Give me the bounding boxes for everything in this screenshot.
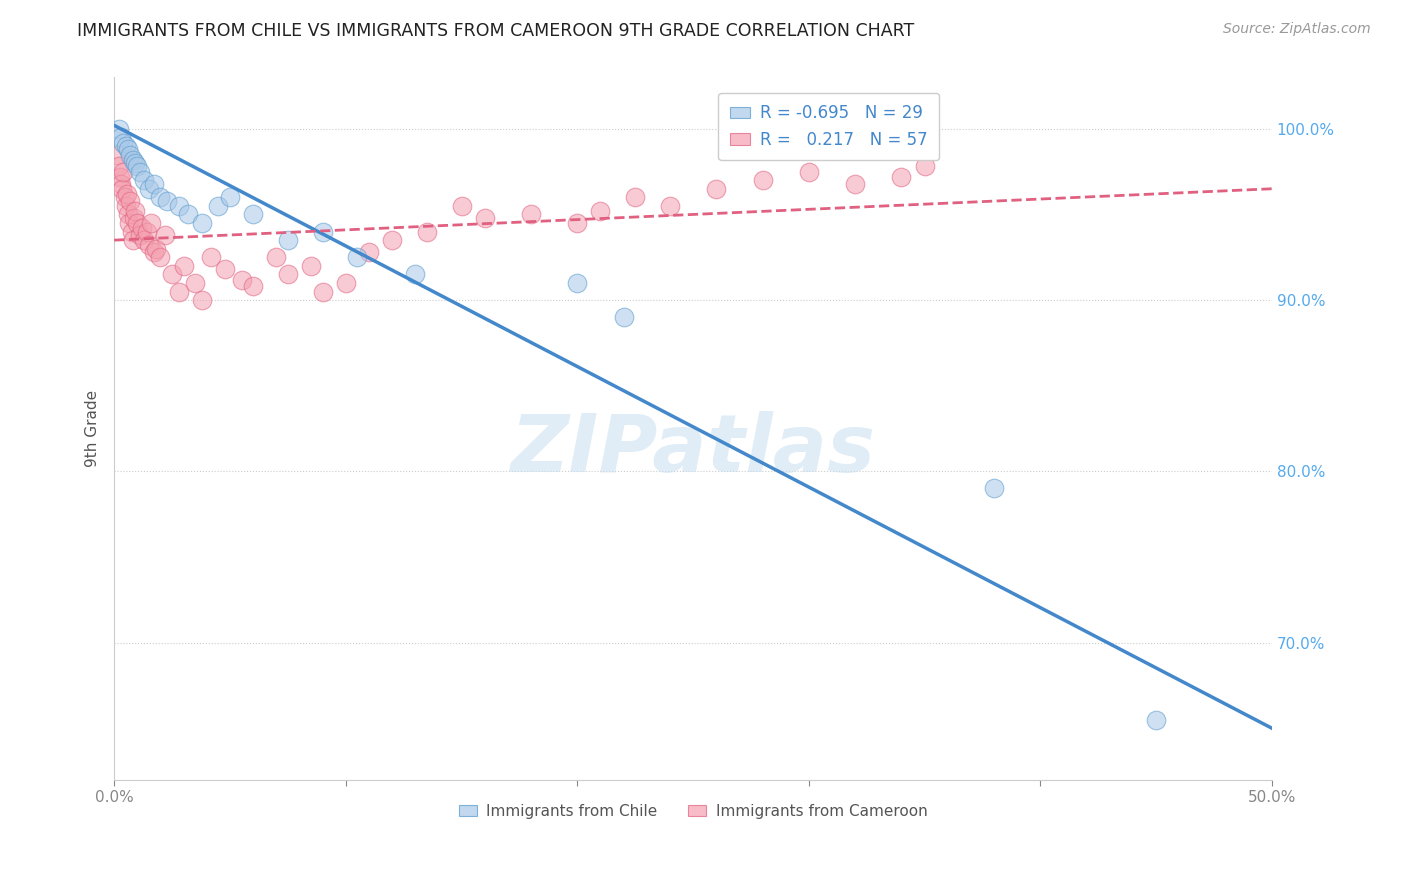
Point — [277, 233, 299, 247]
Point — [121, 233, 143, 247]
Point — [118, 216, 141, 230]
Point — [134, 233, 156, 247]
Point — [110, 177, 132, 191]
Point — [177, 207, 200, 221]
Point — [416, 225, 439, 239]
Point — [613, 310, 636, 325]
Point — [153, 227, 176, 242]
Point — [219, 190, 242, 204]
Point — [844, 177, 866, 191]
Point — [231, 272, 253, 286]
Point — [124, 156, 146, 170]
Point — [346, 250, 368, 264]
Point — [127, 216, 149, 230]
Point — [114, 190, 136, 204]
Point — [167, 199, 190, 213]
Point — [589, 204, 612, 219]
Point — [111, 182, 134, 196]
Point — [404, 268, 426, 282]
Point — [115, 186, 138, 201]
Point — [110, 130, 132, 145]
Point — [567, 276, 589, 290]
Point — [797, 164, 820, 178]
Text: ZIPatlas: ZIPatlas — [510, 410, 876, 489]
Point — [108, 169, 131, 184]
Point — [173, 259, 195, 273]
Point — [121, 153, 143, 167]
Point — [335, 276, 357, 290]
Point — [207, 199, 229, 213]
Point — [311, 225, 333, 239]
Point — [214, 262, 236, 277]
Y-axis label: 9th Grade: 9th Grade — [86, 390, 100, 467]
Point — [128, 227, 150, 242]
Point — [751, 173, 773, 187]
Point — [149, 250, 172, 264]
Point — [156, 194, 179, 208]
Point — [121, 225, 143, 239]
Point — [138, 182, 160, 196]
Point — [127, 160, 149, 174]
Text: Source: ZipAtlas.com: Source: ZipAtlas.com — [1223, 22, 1371, 37]
Point — [357, 245, 380, 260]
Point — [184, 276, 207, 290]
Point — [890, 169, 912, 184]
Legend: Immigrants from Chile, Immigrants from Cameroon: Immigrants from Chile, Immigrants from C… — [453, 797, 934, 824]
Point — [160, 268, 183, 282]
Point — [122, 211, 145, 225]
Point — [167, 285, 190, 299]
Point — [191, 216, 214, 230]
Point — [311, 285, 333, 299]
Point — [624, 190, 647, 204]
Point — [131, 221, 153, 235]
Point — [138, 238, 160, 252]
Point — [114, 139, 136, 153]
Point — [120, 147, 142, 161]
Point — [108, 160, 131, 174]
Point — [242, 207, 264, 221]
Point — [520, 207, 543, 221]
Point — [117, 207, 139, 221]
Point — [124, 204, 146, 219]
Point — [299, 259, 322, 273]
Point — [117, 142, 139, 156]
Point — [381, 233, 404, 247]
Point — [474, 211, 496, 225]
Text: IMMIGRANTS FROM CHILE VS IMMIGRANTS FROM CAMEROON 9TH GRADE CORRELATION CHART: IMMIGRANTS FROM CHILE VS IMMIGRANTS FROM… — [77, 22, 914, 40]
Point — [704, 182, 727, 196]
Point — [114, 199, 136, 213]
Point — [105, 147, 128, 161]
Point — [134, 173, 156, 187]
Point — [142, 177, 165, 191]
Point — [200, 250, 222, 264]
Point — [142, 245, 165, 260]
Point — [264, 250, 287, 264]
Point — [108, 121, 131, 136]
Point — [914, 160, 936, 174]
Point — [112, 136, 135, 150]
Point — [983, 482, 1005, 496]
Point — [128, 164, 150, 178]
Point — [112, 164, 135, 178]
Point — [191, 293, 214, 307]
Point — [145, 242, 167, 256]
Point — [135, 225, 157, 239]
Point — [277, 268, 299, 282]
Point — [567, 216, 589, 230]
Point — [450, 199, 472, 213]
Point — [1144, 713, 1167, 727]
Point — [141, 216, 163, 230]
Point — [120, 194, 142, 208]
Point — [149, 190, 172, 204]
Point — [242, 279, 264, 293]
Point — [658, 199, 681, 213]
